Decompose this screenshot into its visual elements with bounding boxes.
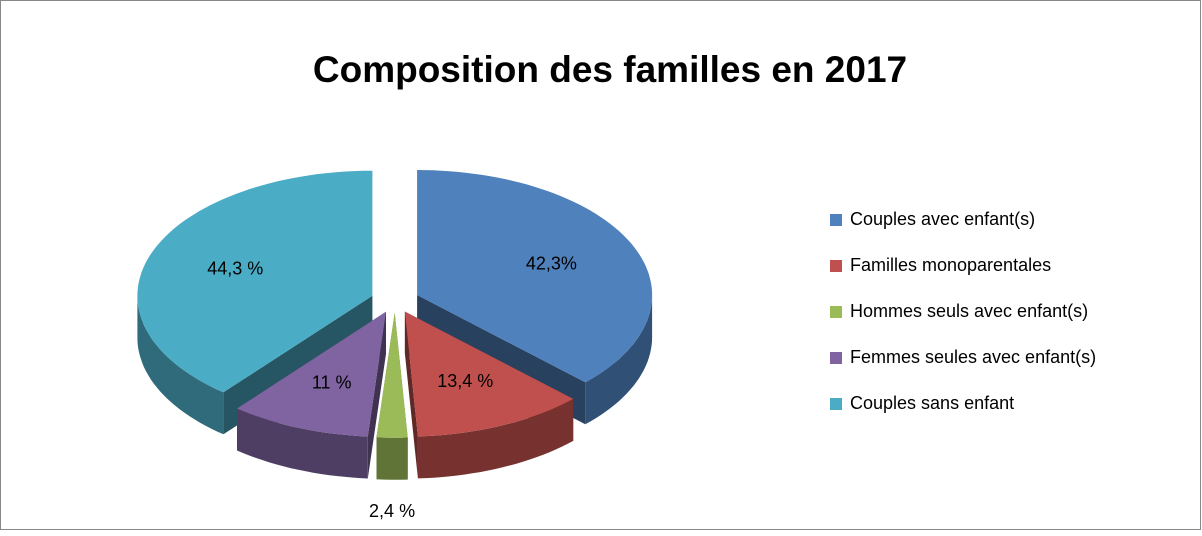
legend-swatch: [830, 398, 842, 410]
data-label: 42,3%: [526, 254, 577, 274]
slice: [237, 311, 386, 437]
slice-side: [376, 437, 408, 480]
slice-side: [137, 295, 224, 435]
legend-label: Couples avec enfant(s): [850, 209, 1035, 229]
legend-label: Familles monoparentales: [850, 255, 1051, 275]
slice-side: [585, 295, 653, 425]
data-label: 44,3 %: [207, 258, 263, 278]
slice: [376, 312, 408, 438]
legend-label: Femmes seules avec enfant(s): [850, 347, 1096, 367]
slice: [137, 170, 373, 393]
legend-swatch: [830, 352, 842, 364]
legend-swatch: [830, 260, 842, 272]
slice-side: [237, 408, 368, 479]
data-label: 2,4 %: [369, 501, 415, 521]
chart-title: Composition des familles en 2017: [313, 49, 907, 90]
slice-side: [417, 398, 574, 479]
legend-swatch: [830, 214, 842, 226]
legend-label: Couples sans enfant: [850, 393, 1014, 413]
slice: [417, 170, 653, 383]
slice-wall: [404, 311, 418, 479]
slice: [404, 311, 574, 437]
legend-label: Hommes seuls avec enfant(s): [850, 301, 1088, 321]
legend-swatch: [830, 306, 842, 318]
data-label: 11 %: [312, 372, 352, 392]
data-label: 13,4 %: [437, 371, 493, 391]
